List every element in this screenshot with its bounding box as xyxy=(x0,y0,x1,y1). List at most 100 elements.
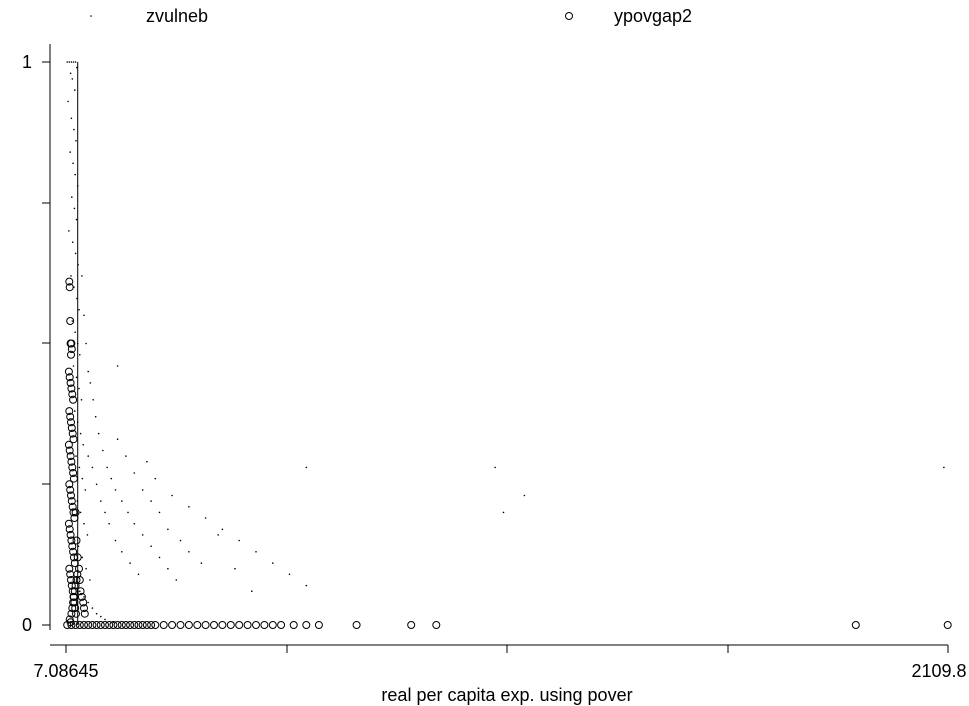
zvulneb-point xyxy=(102,449,104,452)
zvulneb-point xyxy=(141,489,144,491)
zvulneb-point xyxy=(78,308,80,311)
ypovgap2-point xyxy=(69,598,78,607)
ypovgap2-point xyxy=(75,621,84,629)
ypovgap2-point xyxy=(66,378,75,387)
ypovgap2-point xyxy=(126,621,135,629)
y-tick-label-bottom: 0 xyxy=(22,615,32,635)
ypovgap2-point xyxy=(79,598,88,607)
ypovgap2-point xyxy=(235,621,244,629)
ypovgap2-point xyxy=(113,621,122,629)
zvulneb-point xyxy=(188,551,190,553)
zvulneb-point xyxy=(116,438,119,441)
zvulneb-point xyxy=(80,399,83,401)
zvulneb-point xyxy=(150,500,152,502)
zvulneb-point xyxy=(78,387,80,390)
legend-label-zvulneb: zvulneb xyxy=(146,6,208,26)
zvulneb-point xyxy=(95,612,98,615)
ypovgap2-point xyxy=(67,536,76,545)
ypovgap2-point xyxy=(193,621,202,629)
zvulneb-point xyxy=(75,218,78,221)
ypovgap2-point xyxy=(69,435,78,444)
ypovgap2-point xyxy=(67,424,76,432)
ypovgap2-point xyxy=(66,452,75,461)
ypovgap2-point xyxy=(151,621,160,629)
ypovgap2-point xyxy=(73,553,82,562)
ypovgap2-point xyxy=(65,564,74,573)
zvulneb-point xyxy=(76,342,79,345)
zvulneb-point xyxy=(74,331,76,334)
zvulneb-point xyxy=(221,528,224,531)
ypovgap2-point xyxy=(176,621,185,629)
ypovgap2-point xyxy=(277,621,286,629)
ypovgap2-point xyxy=(68,542,77,551)
zvulneb-point xyxy=(70,117,73,120)
ypovgap2-point xyxy=(314,621,323,629)
ypovgap2-point xyxy=(69,474,78,483)
zvulneb-point xyxy=(66,61,68,63)
ypovgap2-point xyxy=(65,480,74,489)
ypovgap2-point xyxy=(67,418,75,427)
zvulneb-point xyxy=(76,185,79,187)
zvulneb-point xyxy=(81,556,84,559)
zvulneb-point xyxy=(83,596,85,598)
ypovgap2-point xyxy=(67,621,76,629)
zvulneb-point xyxy=(83,314,85,317)
ypovgap2-point xyxy=(70,514,79,522)
zvulneb-point xyxy=(85,342,87,345)
ypovgap2-point xyxy=(70,587,79,596)
ypovgap2-point xyxy=(66,485,75,494)
zvulneb-point xyxy=(179,539,182,542)
zvulneb-point xyxy=(68,230,70,232)
zvulneb-point xyxy=(188,506,190,508)
zvulneb-point xyxy=(305,466,308,469)
ypovgap2-point xyxy=(352,621,361,629)
ypovgap2-point xyxy=(68,429,77,438)
ypovgap2-points xyxy=(63,277,952,629)
zvulneb-point xyxy=(89,579,91,581)
zvulneb-point xyxy=(114,539,117,542)
ypovgap2-point xyxy=(226,621,235,629)
zvulneb-point xyxy=(141,534,144,536)
zvulneb-point xyxy=(100,500,102,502)
ypovgap2-point xyxy=(65,446,74,455)
x-axis-title: real per capita exp. using pover xyxy=(381,685,632,705)
zvulneb-point xyxy=(73,207,76,210)
zvulneb-point xyxy=(71,320,74,322)
ypovgap2-point xyxy=(64,367,73,376)
zvulneb-point xyxy=(305,584,308,587)
zvulneb-point xyxy=(106,466,108,469)
ypovgap2-point xyxy=(77,592,86,601)
zvulneb-point xyxy=(89,382,92,384)
ypovgap2-point xyxy=(69,592,78,601)
zvulneb-point xyxy=(70,275,72,277)
ypovgap2-point xyxy=(69,547,78,556)
zvulneb-point xyxy=(72,162,74,165)
zvulneb-point xyxy=(71,78,74,80)
zvulneb-point xyxy=(81,275,83,277)
ypovgap2-point xyxy=(72,536,81,545)
ypovgap2-point xyxy=(159,621,168,629)
ypovgap2-point xyxy=(134,621,143,629)
legend: zvulneb ypovgap2 xyxy=(90,6,692,26)
zvulneb-point xyxy=(67,100,69,103)
ypovgap2-point xyxy=(138,621,147,629)
ypovgap2-point xyxy=(75,576,84,584)
zvulneb-point xyxy=(72,61,75,63)
ypovgap2-point xyxy=(92,621,101,629)
ypovgap2-point xyxy=(66,530,75,539)
zvulneb-point xyxy=(68,61,71,63)
ypovgap2-point xyxy=(67,384,76,393)
zvulneb-point xyxy=(158,556,161,559)
ypovgap2-point xyxy=(201,621,210,629)
zvulneb-point xyxy=(494,466,496,469)
y-axis: 1 0 xyxy=(22,44,51,635)
ypovgap2-point xyxy=(68,390,77,399)
ypovgap2-point xyxy=(71,621,80,629)
ypovgap2-point xyxy=(72,576,81,584)
ypovgap2-point xyxy=(168,621,177,629)
zvulneb-point xyxy=(167,567,169,570)
ypovgap2-point xyxy=(96,621,105,629)
zvulneb-point xyxy=(69,151,71,153)
zvulneb-point xyxy=(79,511,82,514)
zvulneb-point xyxy=(75,455,77,457)
